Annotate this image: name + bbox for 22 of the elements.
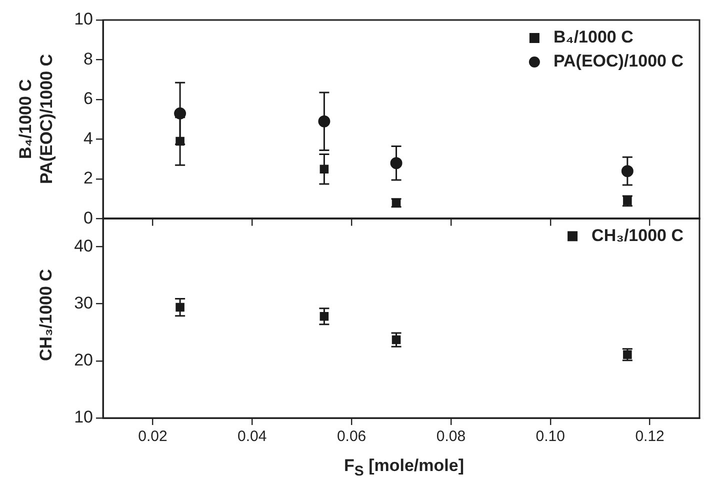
- y-tick-label: 0: [84, 208, 93, 228]
- legend-label: B₄/1000 C: [553, 28, 634, 47]
- legend-label: PA(EOC)/1000 C: [553, 52, 684, 71]
- y-axis-title: CH₃/1000 C: [36, 269, 56, 361]
- y-tick-label: 2: [84, 168, 93, 188]
- x-tick-label: 0.06: [336, 428, 366, 446]
- y-tick-label: 8: [84, 49, 93, 68]
- y-tick-label: 10: [74, 408, 93, 427]
- x-axis-title: F$_{S}$ [mole/mole]: [344, 456, 464, 480]
- x-tick-label: 0.08: [436, 428, 466, 446]
- legend-label: CH₃/1000 C: [592, 226, 684, 245]
- y-tick-label: 4: [84, 128, 93, 148]
- x-tick-label: 0.12: [635, 428, 664, 446]
- x-tick-label: 0.02: [138, 428, 168, 446]
- y-axis-title: B₄/1000 C PA(EOC)/1000 C: [15, 54, 57, 184]
- y-tick-label: 10: [74, 10, 93, 29]
- y-tick-label: 30: [74, 294, 93, 313]
- x-tick-label: 0.10: [536, 428, 565, 446]
- y-tick-label: 40: [74, 236, 93, 256]
- y-tick-label: 6: [84, 89, 93, 108]
- x-tick-label: 0.04: [238, 428, 267, 446]
- y-tick-label: 20: [74, 350, 93, 370]
